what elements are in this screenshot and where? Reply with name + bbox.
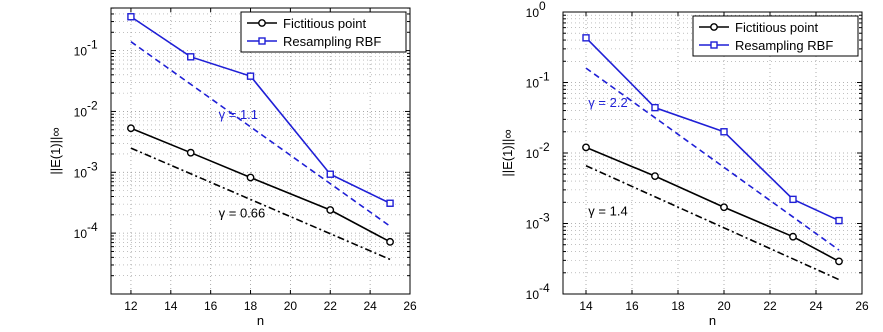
y-axis-label: ||E(1)||∞ [500, 129, 515, 176]
x-axis: 14 16 18 20 22 24 26 [579, 12, 869, 313]
annotation-label: γ = 1.1 [219, 107, 258, 122]
series-4 [130, 147, 391, 261]
x-tick-label: 26 [403, 299, 417, 313]
y-axis-label: ||E(1)||∞ [48, 127, 63, 174]
y-tick-label-exponent: -3 [539, 211, 550, 225]
series-line [585, 67, 840, 251]
y-tick-label: 10 [74, 166, 88, 180]
data-point [720, 128, 728, 136]
series-2 [582, 34, 843, 225]
x-axis-label: n [709, 313, 716, 328]
data-point [720, 203, 728, 212]
x-axis: 12 14 16 18 20 22 24 26 [124, 8, 417, 313]
y-tick-label-exponent: -1 [87, 38, 98, 52]
legend-marker [710, 23, 718, 31]
data-point [326, 170, 334, 178]
legend: Fictitious point Resampling RBF [692, 15, 859, 57]
annotation-label: γ = 2.2 [588, 95, 627, 110]
data-point [386, 199, 394, 207]
y-tick-label: 10 [526, 218, 540, 232]
legend-marker [258, 37, 266, 45]
x-tick-label: 22 [763, 299, 777, 313]
annotation-label: γ = 0.66 [219, 206, 266, 221]
series-3 [585, 67, 840, 251]
series-1 [127, 124, 394, 246]
legend-marker [258, 19, 266, 27]
x-tick-label: 18 [671, 299, 685, 313]
x-tick-label: 24 [363, 299, 377, 313]
x-tick-label: 16 [204, 299, 218, 313]
y-tick-label-exponent: -2 [539, 140, 550, 154]
legend-marker [710, 41, 718, 49]
x-tick-label: 24 [809, 299, 823, 313]
y-tick-label: 10 [74, 45, 88, 59]
data-point [127, 13, 135, 21]
series-line [130, 147, 391, 261]
series-1 [582, 143, 843, 266]
x-tick-label: 14 [579, 299, 593, 313]
y-tick-label-exponent: -4 [539, 281, 550, 295]
y-tick-label: 10 [526, 6, 540, 20]
legend-label: Fictitious point [735, 20, 818, 35]
annotation-label: γ = 1.4 [588, 203, 627, 218]
y-tick-label: 10 [526, 147, 540, 161]
data-point [789, 195, 797, 204]
x-tick-label: 12 [124, 299, 138, 313]
y-tick-label-exponent: -2 [87, 98, 98, 112]
y-tick-label: 10 [74, 227, 88, 241]
x-tick-label: 20 [284, 299, 298, 313]
data-point [246, 72, 255, 80]
legend: Fictitious point Resampling RBF [240, 11, 407, 53]
y-tick-label: 10 [526, 288, 540, 302]
y-tick-label-exponent: -3 [87, 159, 98, 173]
x-tick-label: 14 [164, 299, 178, 313]
series-line [585, 164, 840, 281]
series-line [130, 41, 391, 227]
data-point [326, 206, 335, 214]
x-axis-label: n [257, 313, 264, 328]
legend-box [692, 15, 859, 57]
x-tick-label: 18 [244, 299, 258, 313]
data-point [386, 237, 394, 246]
data-point [835, 216, 843, 225]
x-tick-label: 16 [625, 299, 639, 313]
data-point [127, 124, 135, 133]
data-point [582, 143, 590, 152]
legend-label: Resampling RBF [735, 38, 833, 53]
data-point [246, 173, 255, 182]
data-point [651, 172, 659, 181]
y-tick-label-exponent: 0 [539, 0, 546, 13]
plot-area [111, 8, 410, 294]
series-2 [127, 13, 394, 207]
x-tick-label: 20 [717, 299, 731, 313]
x-tick-label: 26 [855, 299, 869, 313]
y-tick-label-exponent: -1 [539, 70, 550, 84]
legend-box [240, 11, 407, 53]
y-tick-label-exponent: -4 [87, 220, 98, 234]
data-point [582, 34, 590, 42]
series-3 [130, 41, 391, 227]
series-4 [585, 164, 840, 281]
legend-label: Fictitious point [283, 16, 366, 31]
legend-label: Resampling RBF [283, 34, 381, 49]
y-axis: 10-410-310-210-1 [74, 7, 410, 295]
y-tick-label: 10 [526, 77, 540, 91]
data-point [186, 148, 195, 157]
axes-frame [110, 7, 411, 295]
x-tick-label: 22 [324, 299, 338, 313]
y-tick-label: 10 [74, 105, 88, 119]
data-point [789, 232, 797, 241]
data-point [651, 103, 659, 112]
data-point [835, 257, 843, 266]
data-point [187, 53, 195, 61]
